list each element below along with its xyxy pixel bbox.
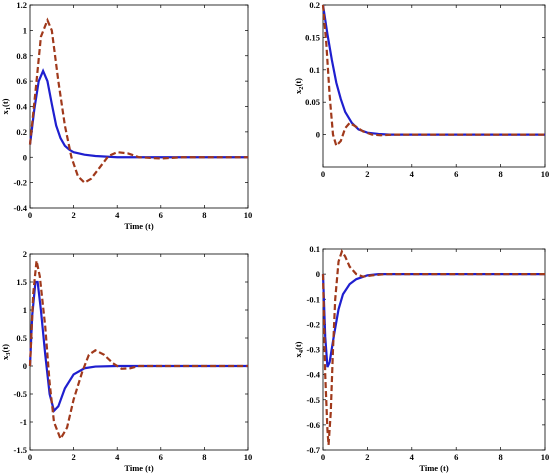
plot-area	[322, 248, 546, 451]
x-tick-label: 4	[410, 452, 415, 462]
x-tick-label: 4	[115, 210, 120, 220]
x-tick-label: 8	[202, 210, 206, 220]
x-tick-label: 6	[159, 210, 163, 220]
x-tick-label: 10	[541, 169, 550, 179]
x-tick-label: 4	[115, 452, 120, 462]
y-tick-label: 0.15	[305, 32, 320, 42]
series-line-2	[28, 17, 248, 185]
x-tick-label: 2	[365, 169, 369, 179]
y-axis-label: x3(t)	[0, 344, 12, 360]
series-line-1	[321, 4, 545, 136]
y-tick-label: 1.5	[16, 277, 27, 287]
x-tick-label: 8	[202, 452, 206, 462]
y-tick-label: -0.5	[14, 389, 27, 399]
series-line-1	[28, 68, 248, 159]
y-tick-label: 0.8	[16, 51, 27, 61]
x-tick-label: 4	[410, 169, 415, 179]
y-tick-label: -0.2	[14, 178, 27, 188]
y-axis-label: x1(t)	[0, 98, 12, 114]
subplot-3: 0 2 4 6 8 10 -1.5 -1 -0.5 0 0.5 1 1.5 2 Time (t) x3(t)	[0, 249, 252, 473]
y-tick-label: 0	[316, 269, 320, 279]
series-line-2	[321, 4, 545, 148]
x-tick-label: 2	[71, 452, 75, 462]
y-tick-label: -1	[20, 417, 27, 427]
y-tick-label: 0.2	[309, 0, 320, 10]
x-tick-label: 10	[244, 452, 253, 462]
y-tick-label: 0	[23, 152, 27, 162]
x-tick-label: 8	[498, 169, 502, 179]
x-tick-label: 0	[321, 452, 325, 462]
y-tick-label: 0.2	[16, 127, 27, 137]
y-tick-label: 1	[23, 305, 27, 315]
x-tick-label: 10	[244, 210, 253, 220]
y-axis-label: x4(t)	[293, 341, 305, 357]
x-tick-label: 10	[541, 452, 550, 462]
plot-area	[322, 4, 546, 168]
y-tick-label: -0.2	[307, 319, 320, 329]
subplot-4: 0 2 4 6 8 10 -0.7 -0.6 -0.5 -0.4 -0.3 -0.2 -0.1 0 0.1 T…	[293, 244, 549, 473]
x-tick-label: 2	[71, 210, 75, 220]
x-tick-label: 0	[28, 210, 32, 220]
subplot-2: 0 2 4 6 8 10 0 0.05 0.1 0.15 0.2 x2(t)	[293, 0, 549, 179]
x-tick-label: 2	[365, 452, 369, 462]
y-tick-label: 0.4	[16, 102, 27, 112]
series-line-2	[28, 260, 248, 442]
y-tick-label: 0.1	[309, 65, 320, 75]
y-tick-label: -0.5	[307, 395, 320, 405]
y-tick-label: 0.1	[309, 244, 320, 254]
plot-area	[29, 4, 249, 209]
y-tick-label: -1.5	[14, 445, 27, 455]
series-line-2	[321, 249, 545, 446]
x-tick-label: 0	[28, 452, 32, 462]
y-tick-label: -0.4	[14, 203, 28, 213]
y-tick-label: -0.4	[307, 370, 321, 380]
y-tick-label: 0	[23, 361, 27, 371]
x-axis-label: Time (t)	[124, 463, 154, 473]
y-tick-label: 1.2	[16, 0, 27, 10]
x-tick-label: 8	[498, 452, 502, 462]
y-tick-label: 1	[23, 25, 27, 35]
x-tick-label: 6	[454, 452, 458, 462]
series-line-1	[28, 280, 248, 413]
x-tick-label: 6	[454, 169, 458, 179]
y-tick-label: -0.7	[307, 445, 321, 455]
y-tick-label: 0	[316, 130, 320, 140]
x-axis-label: Time (t)	[419, 463, 449, 473]
y-axis-label: x2(t)	[293, 78, 305, 94]
y-tick-label: 0.6	[16, 76, 27, 86]
x-tick-label: 0	[321, 169, 325, 179]
x-axis-label: Time (t)	[124, 221, 154, 231]
y-tick-label: 0.05	[305, 97, 320, 107]
y-tick-label: 2	[23, 249, 27, 259]
y-tick-label: -0.3	[307, 345, 320, 355]
y-tick-label: -0.1	[307, 294, 320, 304]
x-tick-label: 6	[159, 452, 163, 462]
y-tick-label: 0.5	[16, 333, 27, 343]
subplot-1: 0 2 4 6 8 10 -0.4 -0.2 0 0.2 0.4 0.6 0.8 1 1.2 Time (t)…	[0, 0, 252, 231]
plot-area	[29, 253, 249, 451]
y-tick-label: -0.6	[307, 420, 320, 430]
